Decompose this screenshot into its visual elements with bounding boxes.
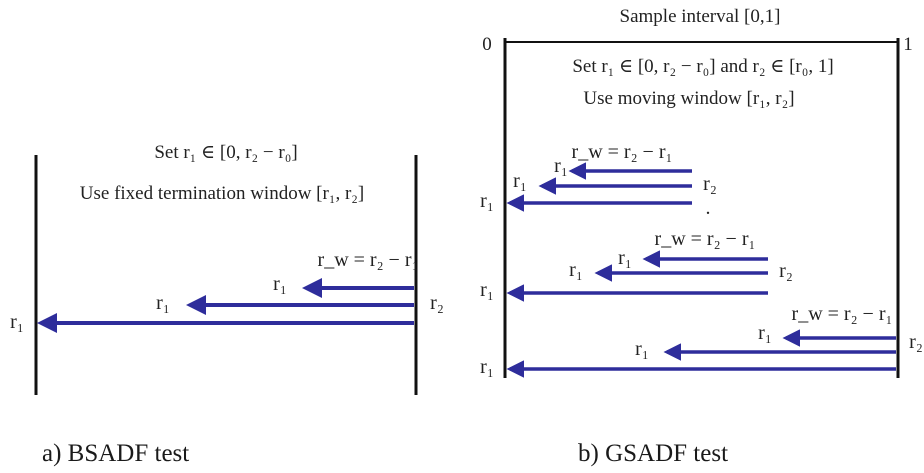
panel-a-arrow-2-r1: r₁ — [156, 292, 170, 314]
panel-b-window-label: Use moving window [r₁, r₂] — [583, 88, 794, 109]
panel-b-g1-dot: . — [706, 197, 711, 219]
panel-b-g1-arrow-1-r1: r₁ — [554, 155, 568, 177]
panel-b-g2-arrow-2-r1: r₁ — [569, 259, 583, 281]
panel-a-window-label: Use fixed termination window [r₁, r₂] — [80, 183, 364, 204]
panel-b-gsadf: Sample interval [0,1] 0 1 Set r₁ ∈ [0, r… — [480, 6, 923, 467]
panel-a-arrow-1-r1: r₁ — [273, 273, 287, 295]
panel-b-caption: b) GSADF test — [578, 440, 728, 467]
panel-a-arrow-3-r1: r₁ — [10, 311, 24, 333]
panel-b-g2-arrow-3-r1: r₁ — [480, 279, 494, 301]
panel-a-set-label: Set r₁ ∈ [0, r₂ − r₀] — [154, 142, 297, 163]
panel-a-caption: a) BSADF test — [42, 440, 189, 467]
panel-b-g1-arrow-2-r1: r₁ — [513, 170, 527, 192]
panel-b-g3-r2-label: r₂ — [909, 331, 923, 353]
panel-a-rw-label: r_w = r₂ − r₁ — [318, 249, 419, 271]
panel-b-g3-arrow-1-r1: r₁ — [758, 322, 772, 344]
panel-a-bsadf: Set r₁ ∈ [0, r₂ − r₀] Use fixed terminat… — [10, 142, 444, 467]
panel-b-g1-arrow-3-r1: r₁ — [480, 190, 494, 212]
panel-b-g3-arrow-3-r1: r₁ — [480, 356, 494, 378]
panel-b-title: Sample interval [0,1] — [620, 6, 781, 27]
panel-b-set-label: Set r₁ ∈ [0, r₂ − r₀] and r₂ ∈ [r₀, 1] — [572, 56, 833, 77]
panel-b-g2-rw-label: r_w = r₂ − r₁ — [655, 228, 756, 250]
panel-b-g3-rw-label: r_w = r₂ − r₁ — [792, 303, 893, 325]
panel-b-g1-r2-label: r₂ — [703, 173, 717, 195]
panel-b-g2-arrow-1-r1: r₁ — [618, 247, 632, 269]
panel-b-tick-end: 1 — [903, 34, 913, 55]
panel-b-g3-arrow-2-r1: r₁ — [635, 338, 649, 360]
panel-b-g1-rw-label: r_w = r₂ − r₁ — [572, 141, 673, 163]
panel-a-r2-label: r₂ — [430, 292, 444, 314]
panel-b-tick-start: 0 — [482, 34, 492, 55]
panel-b-g2-r2-label: r₂ — [779, 260, 793, 282]
